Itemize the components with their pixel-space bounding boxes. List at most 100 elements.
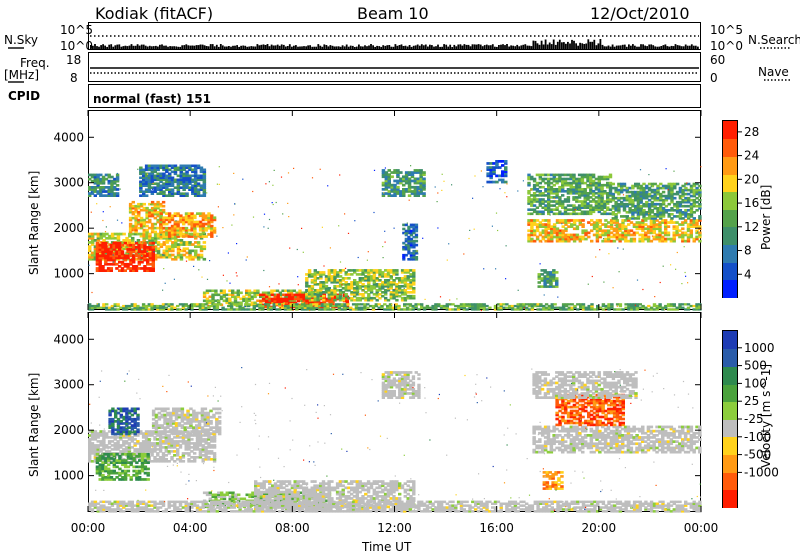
noise-strip-frame [88,22,701,50]
power-region-13 [527,173,613,216]
velocity-cb-tick-label-2: 100 [744,376,767,390]
vcb-swatch-2 [723,454,737,473]
power-region-15 [537,269,559,288]
power-colorbar [722,120,738,298]
power-cb-tick-label-16: 16 [744,196,759,210]
power-cb-tick-label-4: 4 [744,267,752,281]
velocity-ytick-label-2000: 2000 [53,423,84,437]
xtick-label-3: 12:00 [377,521,412,535]
pcb-swatch-1 [723,261,737,281]
pcb-swatch-2 [723,244,737,263]
velocity-cb-tick-label-1: 500 [744,359,767,373]
nave-tick-top: 60 [710,53,726,67]
vcb-swatch-8 [723,348,737,368]
noise-sky-trace [90,39,699,49]
vcb-swatch-9 [723,331,737,350]
velocity-ytick-label-1000: 1000 [53,469,84,483]
power-ytick-label-2000: 2000 [53,221,84,235]
x-axis-label: Time UT [362,540,412,554]
power-ytick-label-4000: 4000 [53,130,84,144]
power-cb-tick-label-20: 20 [744,172,759,186]
xtick-label-6: 00:00 [684,521,719,535]
power-cb-tick-label-8: 8 [744,244,752,258]
power-region-3 [159,212,217,238]
xtick-label-4: 16:00 [479,521,514,535]
power-region-8 [305,269,416,302]
velocity-ytick-label-4000: 4000 [53,332,84,346]
velocity-ytick-label-3000: 3000 [53,378,84,392]
cpid-label: CPID [8,89,41,103]
vcb-swatch-3 [723,436,737,456]
velocity-cb-tick-label-4: -25 [744,412,764,426]
velocity-cb-tick-label-3: 25 [744,394,759,408]
power-region-1 [95,241,155,272]
xtick-label-2: 08:00 [275,521,310,535]
noise-tick-right-bottom: 10^0 [710,39,743,53]
xtick-label-0: 00:00 [71,521,106,535]
power-region-9 [381,169,426,197]
velocity-region-3 [108,407,140,436]
power-region-5 [139,164,207,197]
velocity-region-6 [381,371,421,399]
power-region-14 [611,182,702,220]
velocity-cb-tick-label-0: 1000 [744,341,775,355]
velocity-speckles [89,367,702,512]
power-region-2 [128,200,166,234]
power-region-4 [88,173,120,197]
freq-label: Freq. [20,56,50,70]
vcb-swatch-0 [723,489,737,508]
freq-tick-bottom: 8 [70,71,78,85]
velocity-colorbar [722,330,738,508]
vcb-swatch-6 [723,383,737,403]
velocity-region-7 [532,425,702,454]
pcb-swatch-0 [723,279,737,298]
velocity-region-1 [151,407,222,436]
power-cb-tick-label-12: 12 [744,220,759,234]
vcb-swatch-1 [723,471,737,491]
pcb-swatch-3 [723,226,737,246]
velocity-region-9 [532,371,638,399]
power-ytick-label-3000: 3000 [53,176,84,190]
velocity-cb-tick-label-7: -1000 [744,465,779,479]
xtick-label-5: 20:00 [582,521,617,535]
nave-tick-bottom: 0 [710,71,718,85]
vcb-swatch-4 [723,419,737,438]
n-sky-label: N.Sky [4,33,39,47]
pcb-swatch-9 [723,121,737,140]
power-speckles [88,165,702,312]
date-label: 12/Oct/2010 [590,4,690,23]
pcb-swatch-4 [723,209,737,228]
xtick-label-1: 04:00 [173,521,208,535]
pcb-swatch-7 [723,156,737,175]
freq-unit-label: [MHz] [4,68,40,82]
cpid-value: normal (fast) 151 [93,92,211,106]
n-search-label: N.Search [748,33,800,47]
power-region-12 [527,219,702,243]
power-region-10 [402,223,419,261]
power-ytick-label-1000: 1000 [53,267,84,281]
cpid-strip-frame [88,84,701,108]
pcb-swatch-6 [723,173,737,193]
freq-tick-top: 18 [66,53,82,67]
velocity-region-11 [88,500,702,513]
freq-strip-frame [88,52,701,82]
velocity-cb-tick-label-6: -500 [744,448,771,462]
pcb-swatch-8 [723,138,737,158]
noise-tick-left-top: 10^5 [60,23,93,37]
velocity-region-2 [95,452,150,481]
pcb-swatch-5 [723,191,737,210]
beam-label: Beam 10 [357,4,429,23]
power-region-11 [486,160,508,184]
velocity-cb-tick-label-5: -100 [744,430,771,444]
noise-tick-left-bottom: 10^0 [60,39,93,53]
power-cb-tick-label-24: 24 [744,149,759,163]
power-region-16 [88,303,702,311]
vcb-swatch-5 [723,401,737,420]
noise-tick-right-top: 10^5 [710,23,743,37]
velocity-region-10 [542,471,564,490]
site-title: Kodiak (fitACF) [95,4,214,23]
power-cb-tick-label-28: 28 [744,125,759,139]
vcb-swatch-7 [723,366,737,385]
nave-label: Nave [758,65,789,79]
